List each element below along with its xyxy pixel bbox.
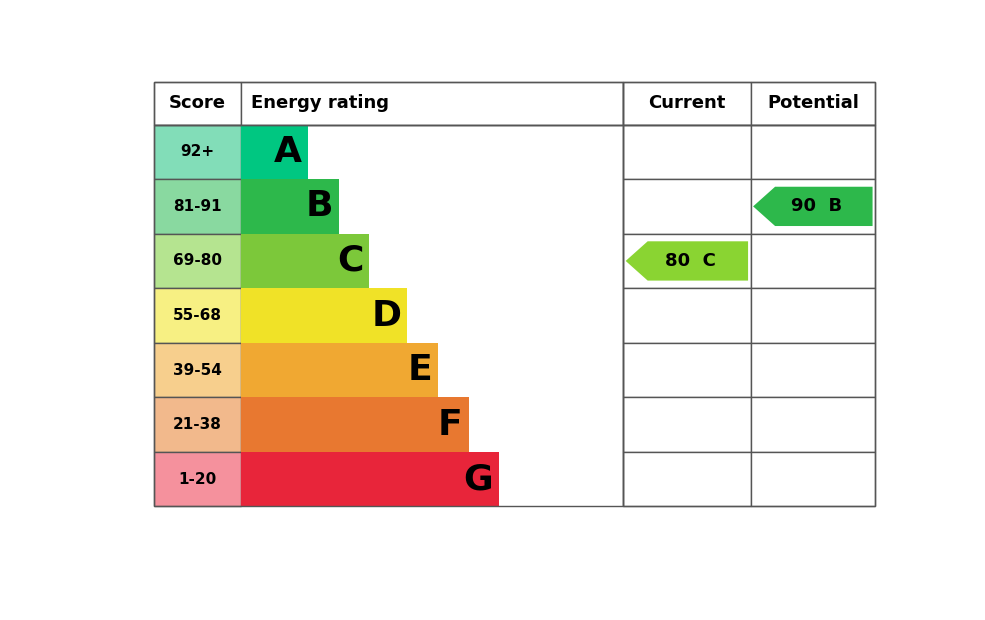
Bar [154, 125, 241, 179]
Text: Potential: Potential [767, 94, 859, 112]
Bar [241, 234, 369, 288]
Bar [624, 288, 751, 343]
Text: 39-54: 39-54 [173, 363, 222, 378]
Bar [624, 234, 751, 288]
Bar [751, 179, 875, 234]
Bar [241, 452, 499, 507]
Bar [241, 288, 624, 343]
Text: 81-91: 81-91 [173, 199, 222, 214]
Bar [751, 288, 875, 343]
Bar [624, 343, 751, 397]
Text: F: F [437, 407, 462, 441]
Text: Energy rating: Energy rating [250, 94, 389, 112]
Polygon shape [625, 241, 748, 281]
Bar [624, 397, 751, 452]
Bar [241, 179, 624, 234]
Text: 92+: 92+ [180, 144, 215, 159]
Bar [241, 343, 624, 397]
Bar [624, 125, 875, 507]
Text: 69-80: 69-80 [173, 254, 222, 268]
Bar [751, 452, 875, 507]
Text: E: E [407, 353, 431, 387]
Bar [751, 125, 875, 179]
Polygon shape [754, 187, 873, 226]
Bar [751, 234, 875, 288]
Bar [751, 82, 875, 125]
Bar [624, 452, 751, 507]
Bar [154, 343, 241, 397]
Bar [154, 179, 241, 234]
Bar [154, 82, 624, 125]
Bar [241, 343, 438, 397]
Text: 1-20: 1-20 [178, 472, 217, 487]
Bar [751, 343, 875, 397]
Bar [241, 125, 308, 179]
Bar [154, 397, 241, 452]
Bar [624, 179, 751, 234]
Bar [751, 397, 875, 452]
Bar [624, 125, 751, 179]
Text: 21-38: 21-38 [173, 417, 222, 432]
Bar [154, 288, 241, 343]
Bar [241, 397, 624, 452]
Text: G: G [463, 463, 492, 496]
Text: Score: Score [169, 94, 226, 112]
Bar [241, 234, 624, 288]
Text: Current: Current [648, 94, 726, 112]
Bar [241, 452, 624, 507]
Text: D: D [371, 298, 401, 332]
Text: 90  B: 90 B [791, 197, 842, 215]
Text: A: A [274, 135, 302, 169]
Text: B: B [305, 189, 333, 223]
Bar [154, 234, 241, 288]
Text: 80  C: 80 C [665, 252, 716, 270]
Text: C: C [337, 244, 363, 278]
Bar [241, 397, 469, 452]
Bar [154, 125, 624, 507]
Bar [154, 452, 241, 507]
Bar [241, 125, 624, 179]
Bar [241, 179, 339, 234]
Bar [241, 288, 408, 343]
Text: 55-68: 55-68 [173, 308, 222, 323]
Bar [154, 82, 241, 125]
Bar [624, 82, 875, 125]
Bar [624, 82, 751, 125]
Bar [241, 82, 624, 125]
